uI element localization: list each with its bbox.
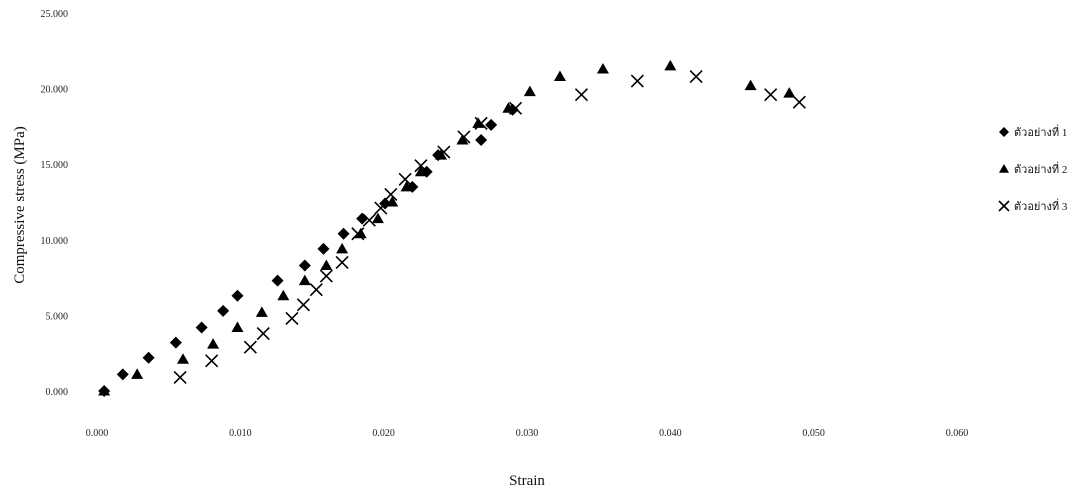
data-point: [400, 180, 413, 192]
x-tick-label: 0.020: [372, 428, 395, 439]
data-point: [296, 298, 310, 312]
data-point: [664, 59, 677, 71]
x-axis-title: Strain: [509, 473, 545, 489]
series-3: [173, 69, 806, 384]
data-point: [792, 95, 806, 109]
data-point: [689, 69, 703, 84]
data-point: [255, 306, 268, 317]
data-point: [116, 368, 129, 381]
legend-marker-icon: [998, 200, 1010, 212]
x-tick-label: 0.030: [516, 428, 539, 439]
data-point: [319, 269, 333, 283]
data-point: [783, 87, 796, 98]
data-point: [374, 201, 388, 215]
data-point: [523, 85, 536, 97]
data-point: [506, 103, 519, 116]
y-tick-label: 0.000: [46, 387, 69, 398]
y-axis-title: Compressive stress (MPa): [12, 126, 28, 284]
series-1: [98, 103, 519, 397]
data-point: [285, 311, 299, 325]
x-axis-ticks: 0.000 0.010 0.020 0.030 0.040 0.050 0.060: [86, 428, 969, 439]
data-point: [231, 289, 244, 302]
y-tick-label: 25.000: [41, 9, 69, 20]
data-point: [457, 130, 471, 144]
x-tick-label: 0.000: [86, 428, 109, 439]
series-2: [98, 59, 796, 396]
data-point: [169, 336, 182, 349]
x-tick-label: 0.040: [659, 428, 682, 439]
data-point: [231, 321, 244, 332]
data-point: [485, 118, 498, 131]
data-point: [336, 242, 349, 254]
legend-item: ตัวอย่างที่ 2: [999, 161, 1067, 176]
data-point: [335, 255, 349, 270]
data-point: [354, 227, 367, 239]
data-point: [351, 227, 365, 241]
data-point: [177, 353, 189, 364]
data-point: [475, 134, 488, 147]
x-tick-label: 0.050: [802, 428, 825, 439]
data-point: [386, 196, 399, 207]
data-point: [298, 274, 311, 286]
y-tick-label: 5.000: [46, 311, 69, 322]
legend-item: ตัวอย่างที่ 3: [998, 198, 1068, 213]
data-point: [414, 165, 427, 177]
plot-area: [98, 59, 806, 397]
data-point: [764, 88, 778, 102]
data-point: [131, 368, 144, 379]
data-point: [243, 340, 257, 354]
legend-label: ตัวอย่างที่ 3: [1014, 198, 1068, 213]
legend-marker-icon: [999, 164, 1009, 173]
data-point: [217, 304, 230, 317]
data-point: [195, 321, 208, 334]
x-tick-label: 0.060: [946, 428, 969, 439]
data-point: [502, 102, 515, 113]
legend-item: ตัวอย่างที่ 1: [999, 124, 1067, 139]
data-point: [553, 70, 566, 82]
data-point: [277, 289, 290, 301]
data-point: [173, 370, 187, 384]
data-point: [271, 274, 284, 287]
data-point: [630, 74, 644, 88]
data-point: [371, 212, 384, 224]
data-point: [414, 159, 428, 173]
data-point: [205, 354, 219, 368]
data-point: [596, 62, 609, 74]
data-point: [508, 101, 523, 115]
data-point: [309, 283, 323, 297]
y-tick-label: 10.000: [41, 236, 69, 247]
y-tick-label: 20.000: [41, 85, 69, 96]
data-point: [744, 79, 757, 91]
legend: ตัวอย่างที่ 1 ตัวอย่างที่ 2 ตัวอย่างที่ 3: [998, 124, 1068, 213]
data-point: [256, 326, 270, 341]
data-point: [337, 227, 350, 240]
data-point: [437, 145, 451, 159]
data-point: [320, 259, 333, 271]
y-tick-label: 15.000: [41, 160, 69, 171]
data-point: [474, 116, 488, 130]
data-point: [298, 259, 311, 272]
y-axis-ticks: 0.000 5.000 10.000 15.000 20.000 25.000: [41, 9, 69, 398]
data-point: [384, 187, 398, 202]
data-point: [362, 213, 376, 227]
legend-label: ตัวอย่างที่ 1: [1014, 124, 1067, 139]
legend-label: ตัวอย่างที่ 2: [1014, 161, 1067, 176]
data-point: [142, 351, 155, 364]
x-tick-label: 0.010: [229, 428, 252, 439]
data-point: [472, 117, 485, 128]
data-point: [207, 338, 220, 349]
data-point: [317, 242, 330, 255]
data-point: [398, 172, 412, 186]
data-point: [574, 88, 589, 102]
legend-marker-icon: [999, 127, 1009, 137]
data-point: [98, 385, 111, 396]
